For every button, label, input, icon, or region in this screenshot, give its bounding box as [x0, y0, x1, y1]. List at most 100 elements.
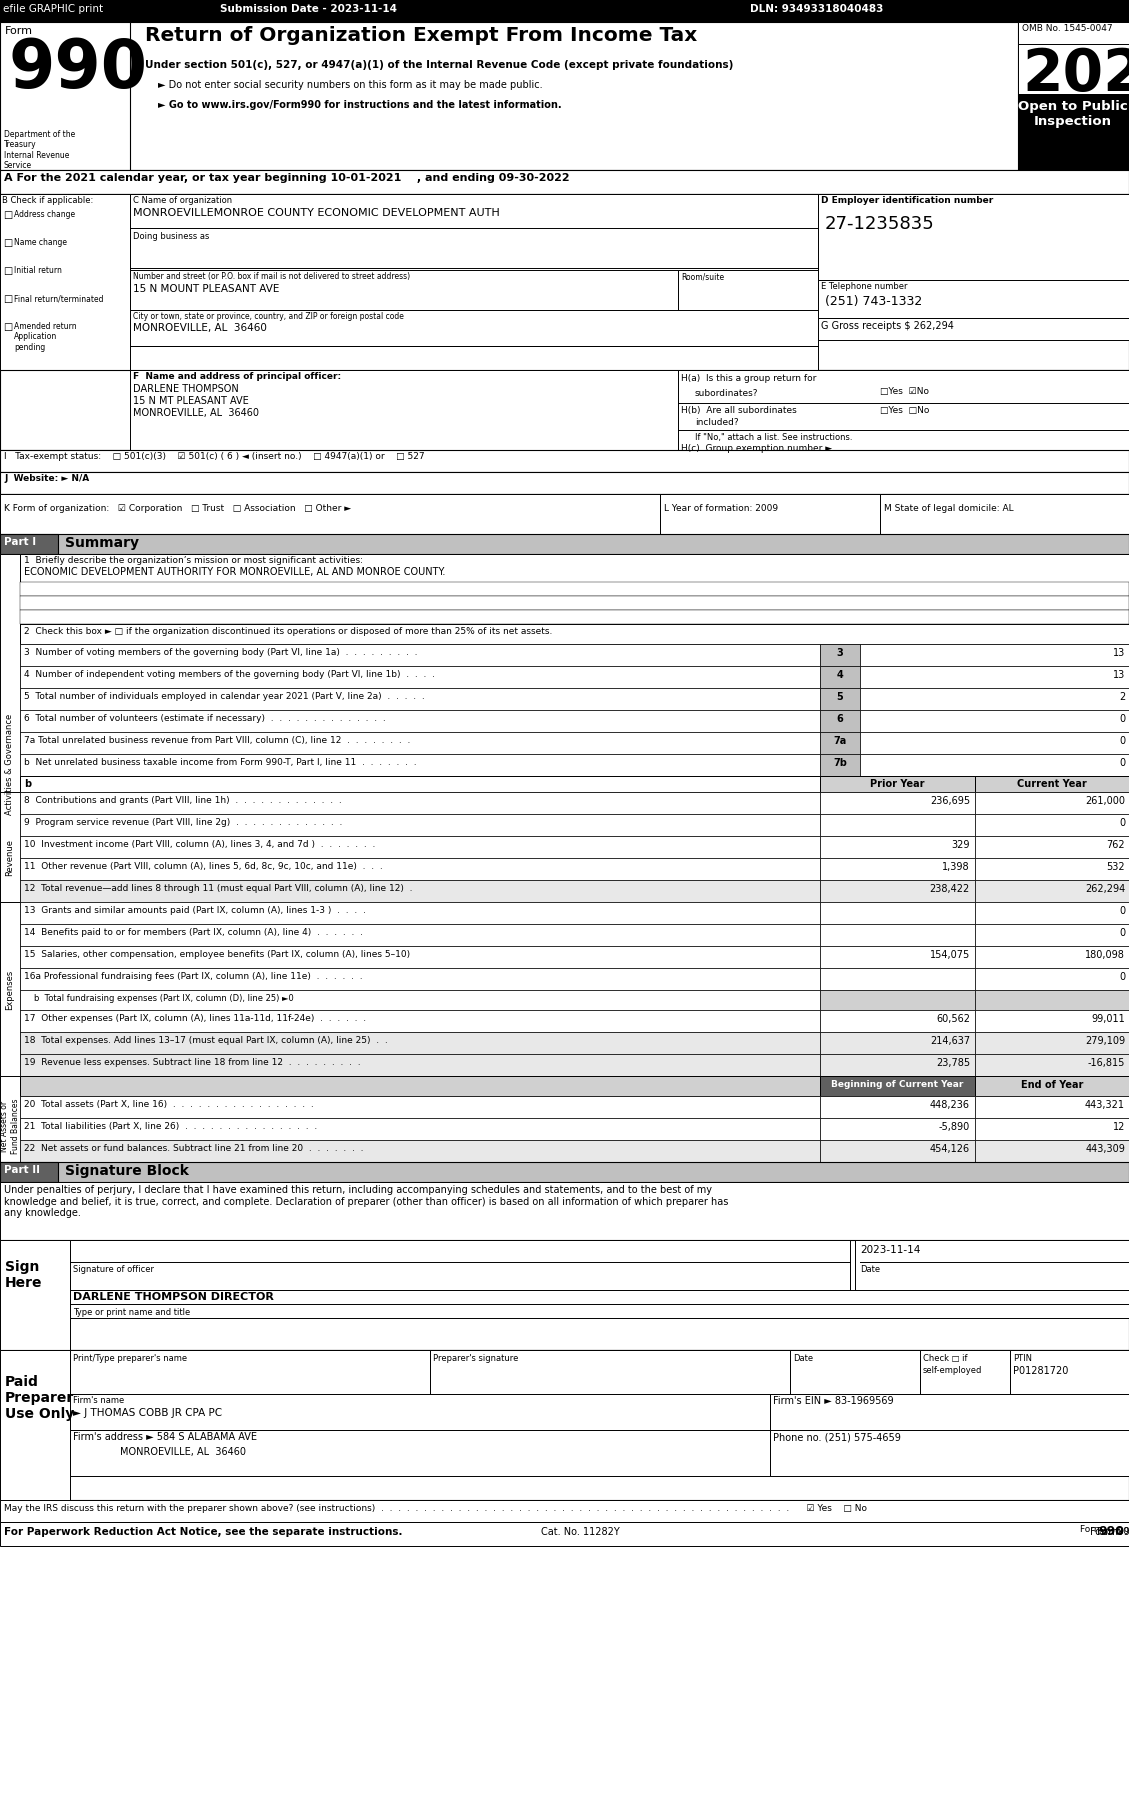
Bar — [0, 553, 20, 974]
Text: efile GRAPHIC print: efile GRAPHIC print — [3, 4, 103, 15]
Text: Part II: Part II — [5, 1165, 40, 1175]
Text: Signature Block: Signature Block — [65, 1165, 189, 1177]
Bar — [20, 709, 820, 733]
Text: 0: 0 — [1119, 715, 1124, 724]
Text: 454,126: 454,126 — [930, 1145, 970, 1154]
Bar — [70, 1290, 1129, 1319]
Text: 329: 329 — [952, 840, 970, 851]
Text: 17  Other expenses (Part IX, column (A), lines 11a-11d, 11f-24e)  .  .  .  .  . : 17 Other expenses (Part IX, column (A), … — [24, 1014, 366, 1023]
Bar — [820, 880, 975, 902]
Text: 236,695: 236,695 — [930, 796, 970, 805]
Text: Department of the
Treasury
Internal Revenue
Service: Department of the Treasury Internal Reve… — [5, 131, 76, 171]
Text: b  Net unrelated business taxable income from Form 990-T, Part I, line 11  .  . : b Net unrelated business taxable income … — [24, 758, 417, 767]
Bar — [975, 836, 1129, 858]
Bar — [975, 1117, 1129, 1139]
Bar — [920, 1350, 1010, 1393]
Text: included?: included? — [695, 417, 738, 426]
Bar — [0, 1076, 20, 1175]
Text: 990: 990 — [1099, 1526, 1124, 1538]
Text: 5  Total number of individuals employed in calendar year 2021 (Part V, line 2a) : 5 Total number of individuals employed i… — [24, 691, 425, 700]
Text: 2  Check this box ► □ if the organization discontinued its operations or dispose: 2 Check this box ► □ if the organization… — [24, 628, 552, 637]
Text: 2: 2 — [1119, 691, 1124, 702]
Text: H(b)  Are all subordinates: H(b) Are all subordinates — [681, 406, 797, 415]
Bar — [860, 733, 1129, 755]
Text: Form: Form — [1080, 1526, 1105, 1535]
Bar — [820, 858, 975, 880]
Text: □: □ — [3, 323, 12, 332]
Text: DLN: 93493318040483: DLN: 93493318040483 — [750, 4, 883, 15]
Text: 2021: 2021 — [1022, 45, 1129, 103]
Text: 990: 990 — [8, 36, 147, 102]
Text: 762: 762 — [1106, 840, 1124, 851]
Bar — [820, 1096, 975, 1117]
Bar — [820, 923, 975, 945]
Text: F  Name and address of principal officer:: F Name and address of principal officer: — [133, 372, 341, 381]
Text: □Yes  □No: □Yes □No — [879, 406, 929, 415]
Text: 0: 0 — [1119, 736, 1124, 746]
Bar — [975, 1010, 1129, 1032]
Text: Form 990: Form 990 — [1089, 1527, 1129, 1536]
Text: 99,011: 99,011 — [1092, 1014, 1124, 1023]
Text: □: □ — [3, 267, 12, 276]
Bar — [70, 1241, 850, 1290]
Text: 262,294: 262,294 — [1085, 883, 1124, 894]
Bar — [819, 279, 1129, 317]
Text: self-employed: self-employed — [924, 1366, 982, 1375]
Bar — [975, 1096, 1129, 1117]
Text: 22  Net assets or fund balances. Subtract line 21 from line 20  .  .  .  .  .  .: 22 Net assets or fund balances. Subtract… — [24, 1145, 364, 1154]
Bar — [20, 1032, 820, 1054]
Text: H(c)  Group exemption number ►: H(c) Group exemption number ► — [681, 444, 832, 454]
Text: Part I: Part I — [5, 537, 36, 548]
Bar — [1018, 94, 1129, 171]
Text: 154,075: 154,075 — [930, 951, 970, 960]
Text: 15  Salaries, other compensation, employee benefits (Part IX, column (A), lines : 15 Salaries, other compensation, employe… — [24, 951, 410, 960]
Bar — [975, 880, 1129, 902]
Bar — [0, 22, 130, 171]
Text: 9  Program service revenue (Part VIII, line 2g)  .  .  .  .  .  .  .  .  .  .  .: 9 Program service revenue (Part VIII, li… — [24, 818, 342, 827]
Bar — [0, 793, 20, 922]
Text: Beginning of Current Year: Beginning of Current Year — [831, 1079, 963, 1088]
Bar — [20, 1117, 820, 1139]
Bar — [1018, 44, 1129, 94]
Text: Open to Public
Inspection: Open to Public Inspection — [1018, 100, 1128, 129]
Text: Under section 501(c), 527, or 4947(a)(1) of the Internal Revenue Code (except pr: Under section 501(c), 527, or 4947(a)(1)… — [145, 60, 734, 71]
Text: City or town, state or province, country, and ZIP or foreign postal code: City or town, state or province, country… — [133, 312, 404, 321]
Bar — [975, 776, 1129, 793]
Text: ► J THOMAS COBB JR CPA PC: ► J THOMAS COBB JR CPA PC — [73, 1408, 222, 1419]
Text: -16,815: -16,815 — [1087, 1058, 1124, 1068]
Text: Doing business as: Doing business as — [133, 232, 209, 241]
Bar — [975, 945, 1129, 969]
Bar — [20, 945, 820, 969]
Text: Sign
Here: Sign Here — [5, 1261, 43, 1290]
Text: 1  Briefly describe the organization’s mission or most significant activities:: 1 Briefly describe the organization’s mi… — [24, 557, 364, 564]
Bar — [879, 493, 1129, 533]
Text: (2021): (2021) — [1114, 1527, 1129, 1536]
Text: 0: 0 — [1119, 905, 1124, 916]
Text: M State of legal domicile: AL: M State of legal domicile: AL — [884, 504, 1014, 513]
Bar — [819, 194, 1129, 279]
Bar — [20, 793, 820, 814]
Bar — [679, 270, 819, 310]
Text: Current Year: Current Year — [1017, 778, 1087, 789]
Bar — [975, 1076, 1129, 1096]
Bar — [20, 755, 820, 776]
Text: B Check if applicable:: B Check if applicable: — [2, 196, 94, 205]
Text: ► Go to www.irs.gov/Form990 for instructions and the latest information.: ► Go to www.irs.gov/Form990 for instruct… — [158, 100, 561, 111]
Bar — [0, 450, 1129, 472]
Bar — [20, 597, 1129, 610]
Bar — [20, 836, 820, 858]
Text: Number and street (or P.O. box if mail is not delivered to street address): Number and street (or P.O. box if mail i… — [133, 272, 410, 281]
Text: PTIN: PTIN — [1013, 1353, 1032, 1362]
Text: 13  Grants and similar amounts paid (Part IX, column (A), lines 1-3 )  .  .  .  : 13 Grants and similar amounts paid (Part… — [24, 905, 366, 914]
Text: subordinates?: subordinates? — [695, 388, 759, 397]
Text: MONROEVILLEMONROE COUNTY ECONOMIC DEVELOPMENT AUTH: MONROEVILLEMONROE COUNTY ECONOMIC DEVELO… — [133, 209, 500, 218]
Text: DARLENE THOMPSON: DARLENE THOMPSON — [133, 385, 238, 394]
Text: Net Assets or
Fund Balances: Net Assets or Fund Balances — [0, 1097, 19, 1154]
Text: Preparer's signature: Preparer's signature — [434, 1353, 518, 1362]
Bar — [0, 533, 1129, 553]
Text: D Employer identification number: D Employer identification number — [821, 196, 994, 205]
Text: b: b — [24, 778, 32, 789]
Bar — [975, 1139, 1129, 1163]
Text: 7a: 7a — [833, 736, 847, 746]
Bar — [20, 624, 1129, 644]
